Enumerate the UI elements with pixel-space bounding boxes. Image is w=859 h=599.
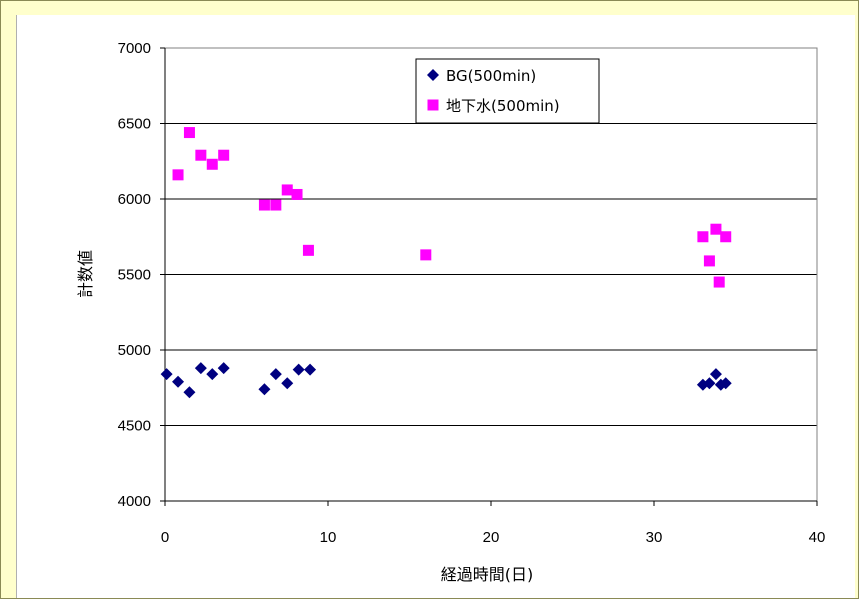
legend-label: 地下水(500min) bbox=[446, 97, 560, 115]
groundwater-point bbox=[697, 231, 709, 243]
groundwater-point bbox=[302, 244, 314, 256]
bg-point bbox=[269, 368, 282, 381]
groundwater-point bbox=[420, 249, 432, 261]
bg-point bbox=[160, 368, 173, 381]
groundwater-point bbox=[206, 158, 218, 170]
groundwater-point bbox=[172, 169, 184, 181]
data-points bbox=[160, 127, 732, 399]
bg-point bbox=[217, 362, 230, 375]
groundwater-point bbox=[258, 199, 270, 211]
bg-point bbox=[172, 375, 185, 388]
groundwater-point bbox=[183, 127, 195, 139]
bg-point bbox=[183, 386, 196, 399]
bg-point bbox=[292, 363, 305, 376]
y-tick-label: 5000 bbox=[118, 342, 151, 359]
bg-point bbox=[304, 363, 317, 376]
legend: BG(500min) 地下水(500min) bbox=[415, 58, 600, 124]
x-tick-label: 20 bbox=[483, 529, 500, 546]
groundwater-point bbox=[720, 231, 732, 243]
bg-point bbox=[719, 377, 732, 390]
bg-point bbox=[206, 368, 219, 381]
gridlines bbox=[165, 123, 817, 426]
bg-point bbox=[709, 368, 722, 381]
y-tick-label: 7000 bbox=[118, 40, 151, 57]
x-axis-title: 経過時間(日) bbox=[441, 565, 534, 584]
groundwater-point bbox=[270, 199, 282, 211]
bg-point bbox=[258, 383, 271, 396]
bg-point bbox=[281, 377, 294, 390]
y-tick-label: 6500 bbox=[118, 116, 151, 133]
groundwater-point bbox=[703, 255, 715, 267]
legend-marker bbox=[427, 69, 439, 81]
x-tick-label: 10 bbox=[320, 529, 337, 546]
legend-marker bbox=[427, 99, 439, 111]
groundwater-point bbox=[713, 276, 725, 288]
y-axis-title: 計数値 bbox=[76, 250, 95, 298]
groundwater-point bbox=[281, 184, 293, 196]
x-tick-label: 0 bbox=[161, 529, 169, 546]
y-tick-label: 4500 bbox=[118, 418, 151, 435]
axes: 4000 4500 5000 5500 6000 6500 7000 0 10 20 30 40 bbox=[118, 40, 826, 546]
bg-point bbox=[194, 362, 207, 375]
legend-label: BG(500min) bbox=[446, 67, 536, 85]
x-tick-label: 30 bbox=[646, 529, 663, 546]
x-tick-label: 40 bbox=[809, 529, 826, 546]
y-tick-label: 5500 bbox=[118, 267, 151, 284]
bg-point bbox=[703, 377, 716, 390]
groundwater-point bbox=[291, 188, 303, 200]
groundwater-point bbox=[710, 223, 722, 235]
y-tick-label: 6000 bbox=[118, 191, 151, 208]
y-tick-label: 4000 bbox=[118, 493, 151, 510]
groundwater-point bbox=[218, 149, 230, 161]
legend-box bbox=[415, 58, 600, 124]
groundwater-point bbox=[195, 149, 207, 161]
